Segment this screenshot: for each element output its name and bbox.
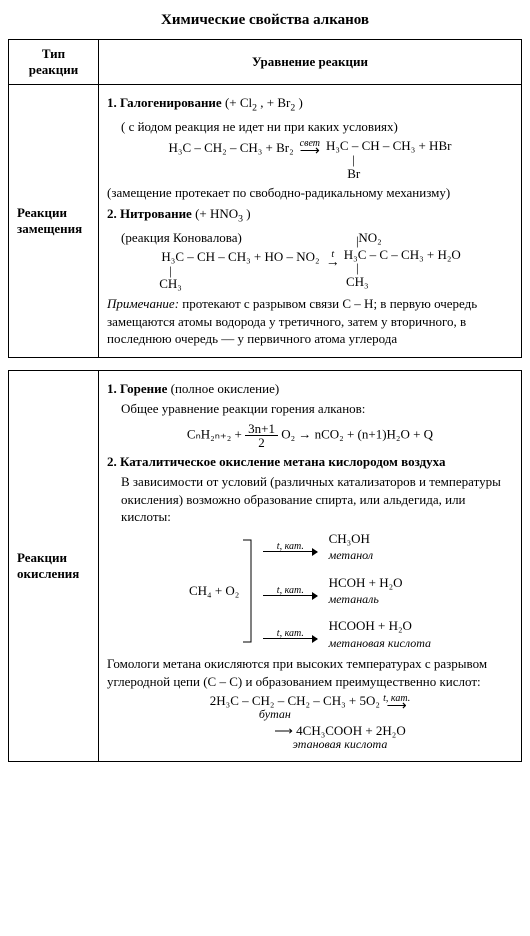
ox2-heading: 2. Каталитическое окисление метана кисло… bbox=[107, 453, 513, 471]
ox2-p1-name: метанол bbox=[329, 547, 374, 563]
sec1-eq-right-bond: | bbox=[326, 153, 451, 167]
ox2-lhs: CH₄ + O₂ bbox=[189, 582, 239, 600]
arrow-icon: t, кат. bbox=[263, 542, 317, 552]
ox2-homolog: Гомологи метана окисляются при высоких т… bbox=[107, 655, 513, 690]
sec1-end: ) bbox=[295, 95, 303, 110]
sec1-eq-right: H₃C – CH – CH₃ + HBr | Br bbox=[326, 139, 451, 180]
ox2-p2: HCOH + H₂O bbox=[329, 575, 403, 590]
sec2-end: ) bbox=[243, 206, 251, 221]
ox2-desc: В зависимости от условий (различных ката… bbox=[107, 473, 513, 526]
ox2-p3-name: метановая кислота bbox=[329, 635, 431, 651]
ox2-p1: CH₃OH bbox=[329, 531, 370, 546]
sec2-left-bond: | bbox=[159, 264, 322, 278]
ox2-products: t, кат. CH₃OHметанол t, кат. HCOH + H₂Oм… bbox=[263, 530, 431, 651]
sec2-eq-right: | H₃C – C – CH₃ + H₂O | CH₃ bbox=[344, 250, 461, 289]
sec1-eq-right-sub: Br bbox=[326, 167, 451, 181]
ox1-heading-extra: (полное окисление) bbox=[167, 381, 279, 396]
sec1-equation: H₃C – CH₂ – CH₃ + Br₂ свет ⟶ H₃C – CH – … bbox=[107, 139, 513, 180]
sec2-arrow: t → bbox=[326, 250, 340, 270]
col-header-type: Тип реакции bbox=[9, 40, 99, 85]
ox2-p2-name: метаналь bbox=[329, 591, 403, 607]
reactions-table-2: Реакции окисления 1. Горение (полное оки… bbox=[8, 370, 522, 762]
ox1-sub: Общее уравнение реакции горения алканов: bbox=[107, 400, 513, 418]
sec2-note-label: Примечание: bbox=[107, 296, 179, 311]
ox1-frac: 3n+1 2 bbox=[245, 422, 278, 449]
ox2-eq2-lhs: 2H₃C – CH₂ – CH₂ – CH₃ + 5O₂ bbox=[210, 694, 380, 708]
sec2-note: Примечание: протекают с разрывом связи C… bbox=[107, 295, 513, 348]
sec1-arrow: свет ⟶ bbox=[300, 139, 320, 159]
ox2-arrow-label-1: t, кат. bbox=[263, 542, 317, 551]
ox1-frac-num: 3n+1 bbox=[245, 422, 278, 436]
sec2-subname-text: (реакция Коновалова) bbox=[121, 230, 242, 245]
page-title: Химические свойства алканов bbox=[8, 12, 522, 29]
arrow-icon: → bbox=[326, 257, 340, 270]
sec1-mechanism: (замещение протекает по свободно-радикал… bbox=[107, 184, 513, 202]
row-label-oxidation: Реакции окисления bbox=[9, 370, 99, 761]
arrow-icon: t, кат. bbox=[263, 629, 317, 639]
row-label-substitution: Реакции замещения bbox=[9, 85, 99, 358]
ox2-bracket-equation: CH₄ + O₂ t, кат. CH₃OHметанол t, кат. HC… bbox=[107, 530, 513, 651]
ox2-eq2-rhs-name: этановая кислота bbox=[274, 738, 405, 751]
ox2-p3: HCOOH + H₂O bbox=[329, 618, 412, 633]
sec2-eq-left: H₃C – CH – CH₃ + HO – NO₂ | CH₃ bbox=[159, 250, 322, 291]
ox2-arrow-label-3: t, кат. bbox=[263, 629, 317, 638]
row-content-oxidation: 1. Горение (полное окисление) Общее урав… bbox=[99, 370, 522, 761]
bracket-icon bbox=[239, 536, 257, 646]
sec2-left-sub: CH₃ bbox=[159, 277, 322, 291]
sec1-iodine-note: ( с йодом реакция не идет ни при каких у… bbox=[107, 118, 513, 136]
arrow-icon: ⟶ bbox=[383, 701, 410, 714]
ox1-equation: CₙH₂ₙ₊₂ + 3n+1 2 O₂ → nCO₂ + (n+1)H₂O + … bbox=[107, 422, 513, 449]
arrow-icon: t, кат. bbox=[263, 586, 317, 596]
sec1-heading: 1. Галогенирование bbox=[107, 95, 222, 110]
ox1-mid: O₂ → nCO₂ + (n+1)H₂O + Q bbox=[281, 426, 433, 441]
ox1-frac-den: 2 bbox=[245, 436, 278, 449]
row-content-substitution: 1. Галогенирование (+ Cl2 , + Br2 ) ( с … bbox=[99, 85, 522, 358]
ox2-prod-3: t, кат. HCOOH + H₂O метановая кислота bbox=[263, 617, 431, 651]
table-row: Реакции замещения 1. Галогенирование (+ … bbox=[9, 85, 522, 358]
ox2-eq2-name: бутан bbox=[210, 708, 380, 721]
sec2-eq-left-top: H₃C – CH – CH₃ + HO – NO₂ bbox=[159, 250, 322, 264]
ox2-prod-1: t, кат. CH₃OHметанол bbox=[263, 530, 431, 564]
sec2-right-bond: | bbox=[344, 261, 461, 275]
sec2-right-sub: CH₃ bbox=[344, 275, 461, 289]
sec1-eq-left: H₃C – CH₂ – CH₃ + Br₂ bbox=[169, 139, 294, 157]
sec2-heading: 2. Нитрование bbox=[107, 206, 192, 221]
sec1-heading-extra: (+ Cl bbox=[222, 95, 252, 110]
table-header-row: Тип реакции Уравнение реакции bbox=[9, 40, 522, 85]
table-row: Реакции окисления 1. Горение (полное оки… bbox=[9, 370, 522, 761]
sec2-equation: H₃C – CH – CH₃ + HO – NO₂ | CH₃ t → | H₃… bbox=[107, 250, 513, 291]
ox2-prod-2: t, кат. HCOH + H₂Oметаналь bbox=[263, 574, 431, 608]
reactions-table: Тип реакции Уравнение реакции Реакции за… bbox=[8, 39, 522, 358]
sec2-heading-extra: (+ HNO bbox=[192, 206, 238, 221]
sec1-eq-right-top: H₃C – CH – CH₃ + HBr bbox=[326, 139, 451, 153]
ox2-eq2-line1: 2H₃C – CH₂ – CH₂ – CH₃ + 5O₂ бутан t, ка… bbox=[107, 694, 513, 720]
arrow-icon: ⟶ bbox=[300, 146, 320, 159]
sec2-eq-right-top: H₃C – C – CH₃ + H₂O bbox=[344, 248, 461, 262]
ox1-lhs: CₙH₂ₙ₊₂ + bbox=[187, 426, 242, 441]
ox2-arrow-label-2: t, кат. bbox=[263, 586, 317, 595]
ox2-eq2-line2: ⟶ 4CH₃COOH + 2H₂O этановая кислота bbox=[107, 724, 513, 750]
sec1-mid: , + Br bbox=[257, 95, 290, 110]
ox2-eq2-arrow: t, кат. ⟶ bbox=[383, 694, 410, 714]
col-header-equation: Уравнение реакции bbox=[99, 40, 522, 85]
ox1-heading: 1. Горение bbox=[107, 381, 167, 396]
sec2-right-bond-top: | bbox=[344, 234, 461, 248]
